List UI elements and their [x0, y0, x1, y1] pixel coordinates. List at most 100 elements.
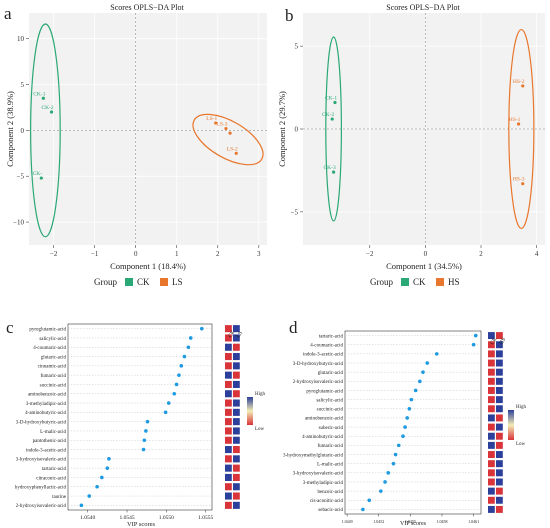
- vip-d-dot-3: [425, 361, 430, 365]
- vip-c-xtick-label-2: 1.0550: [159, 515, 174, 521]
- vip-d-dot-12: [396, 443, 401, 448]
- heat-c-cell-7-0: [225, 390, 232, 398]
- vip-d-dot-7: [409, 397, 414, 402]
- colorbar-c-gradient: [247, 397, 253, 425]
- heat-c-cell-2-0: [225, 343, 232, 351]
- heat-c-cell-18-1: [233, 492, 240, 500]
- point-a-ck-2: [39, 176, 43, 180]
- xtick-label-a-1: −1: [91, 250, 99, 258]
- vip-plot-d: tartaric-acid 4-coumaric-acid indole-3-ace…: [283, 330, 527, 527]
- point-a-ls-2: [234, 151, 238, 155]
- heat-d-cell-15-1: [496, 469, 503, 477]
- vip-c-label-14: 3-hydroxyisovaleric-acid: [16, 458, 67, 463]
- vip-c-dot-3: [182, 354, 187, 359]
- vip-d-xtick-label-2: 1.0455: [405, 519, 416, 524]
- heat-c-cell-13-1: [233, 446, 240, 454]
- point-label-b-hs-1: HS-1: [509, 117, 521, 123]
- vip-d-label-16: 3-methyladipic-acid: [303, 481, 344, 486]
- plot-a-legend: Group CK LS: [94, 277, 183, 287]
- heat-d-cell-16-0: [488, 478, 495, 486]
- plot-a-xlabel: Component 1 (18.4%): [110, 261, 186, 271]
- point-label-a-ck-0: CK-1: [33, 91, 45, 97]
- vip-d-label-14: L-malic-acid: [317, 462, 343, 467]
- xtick-label-a-3: 1: [175, 250, 179, 258]
- heat-d-cell-9-1: [496, 414, 503, 422]
- heat-c-cell-17-0: [225, 483, 232, 491]
- heat-c-cell-8-1: [233, 399, 240, 407]
- heat-c-cell-14-1: [233, 455, 240, 463]
- vip-c-dot-6: [174, 382, 179, 387]
- heat-c-cell-19-1: [233, 501, 240, 509]
- point-a-ck-1: [49, 110, 54, 114]
- vip-d-label-18: cis-aconitic-acid: [310, 499, 344, 504]
- point-b-hs-0: [521, 84, 525, 88]
- point-b-hs-1: [516, 122, 521, 126]
- plot-b-legend: Group CK HS: [370, 277, 460, 287]
- vip-c-label-4: cinnamic-acid: [38, 365, 67, 370]
- point-a-ls-3: [228, 131, 232, 135]
- vip-d-xtick-label-0: 1.0449: [342, 519, 353, 524]
- ytick-label-a-2: 0: [21, 127, 25, 135]
- xtick-label-a-5: 3: [257, 250, 261, 258]
- heat-c-cell-15-0: [225, 464, 232, 472]
- heat-d-cell-10-0: [488, 423, 495, 431]
- legend-b-hs-label: HS: [448, 277, 460, 287]
- heat-d-cell-8-1: [496, 405, 503, 413]
- heat-d-cell-15-0: [488, 469, 495, 477]
- heat-c-cell-1-0: [225, 334, 232, 342]
- heat-d-col-ck: CK: [490, 336, 499, 346]
- ytick-label-a-0: −10: [13, 219, 24, 227]
- heat-c-cell-5-1: [233, 371, 240, 379]
- vip-d-dot-9: [405, 416, 410, 420]
- vip-c-dot-18: [87, 494, 92, 498]
- heat-c-cell-9-0: [225, 408, 232, 416]
- vip-d-label-7: salicylic-acid: [316, 398, 343, 403]
- vip-c-label-5: fumaric-acid: [40, 374, 66, 379]
- vip-d-xtick-label-1: 1.0452: [373, 519, 384, 524]
- heat-d-cell-13-1: [496, 451, 503, 459]
- xtick-label-b-0: −2: [366, 250, 374, 258]
- heat-c-cell-14-0: [225, 455, 232, 463]
- point-label-b-ck-2: CK-3: [323, 165, 335, 171]
- heat-c-cell-15-1: [233, 464, 240, 472]
- heat-d-cell-17-0: [488, 487, 495, 495]
- vip-c-dot-2: [186, 345, 191, 350]
- plot-b-xlabel: Component 1 (34.5%): [386, 261, 462, 271]
- point-label-a-ls-0: LS-1: [206, 116, 217, 122]
- ellipse-a-ck: [30, 23, 61, 238]
- heat-c-cell-16-1: [233, 473, 240, 481]
- heat-d-cell-14-1: [496, 460, 503, 468]
- heat-c-cell-11-0: [225, 427, 232, 435]
- heat-d-cell-5-1: [496, 377, 503, 385]
- heat-d-cell-14-0: [488, 460, 495, 468]
- heat-c-cell-0-1: [233, 325, 240, 333]
- ytick-label-b-2: 5: [295, 43, 299, 51]
- xtick-label-b-1: 0: [424, 250, 428, 258]
- colorbar-c: High Low: [247, 392, 266, 432]
- point-b-ck-1: [330, 117, 334, 121]
- point-label-b-ck-1: CK-2: [322, 112, 334, 118]
- ytick-label-a-3: 5: [21, 81, 25, 89]
- vip-d-label-0: tartaric-acid: [319, 334, 344, 339]
- vip-d-xtick-label-3: 1.0458: [436, 519, 447, 524]
- heat-d-cell-8-0: [488, 405, 495, 413]
- heat-c-cell-6-1: [233, 380, 240, 388]
- heat-c-cell-3-1: [233, 353, 240, 361]
- vip-d-dot-18: [367, 498, 372, 503]
- point-label-a-ls-2: LS-2: [227, 146, 238, 152]
- vip-c-dot-9: [163, 410, 168, 415]
- ytick-label-b-0: −5: [291, 208, 299, 216]
- vip-d-dot-15: [386, 471, 391, 475]
- heat-c-cell-4-0: [225, 362, 232, 370]
- heat-d-cell-1-1: [496, 341, 503, 349]
- vip-d-dot-19: [361, 507, 365, 512]
- vip-d-label-9: aminobenzoic-acid: [305, 417, 344, 422]
- plot-a-title: Scores OPLS−DA Plot: [110, 3, 184, 12]
- legend-b-title: Group: [370, 277, 393, 287]
- xtick-label-b-3: 4: [535, 250, 539, 258]
- heat-d-cell-16-1: [496, 478, 503, 486]
- heat-c-cell-5-0: [225, 371, 232, 379]
- heat-c-cell-11-1: [233, 427, 240, 435]
- heat-d-col-hs: HS: [499, 337, 508, 346]
- point-label-b-ck-0: CK-1: [325, 95, 337, 101]
